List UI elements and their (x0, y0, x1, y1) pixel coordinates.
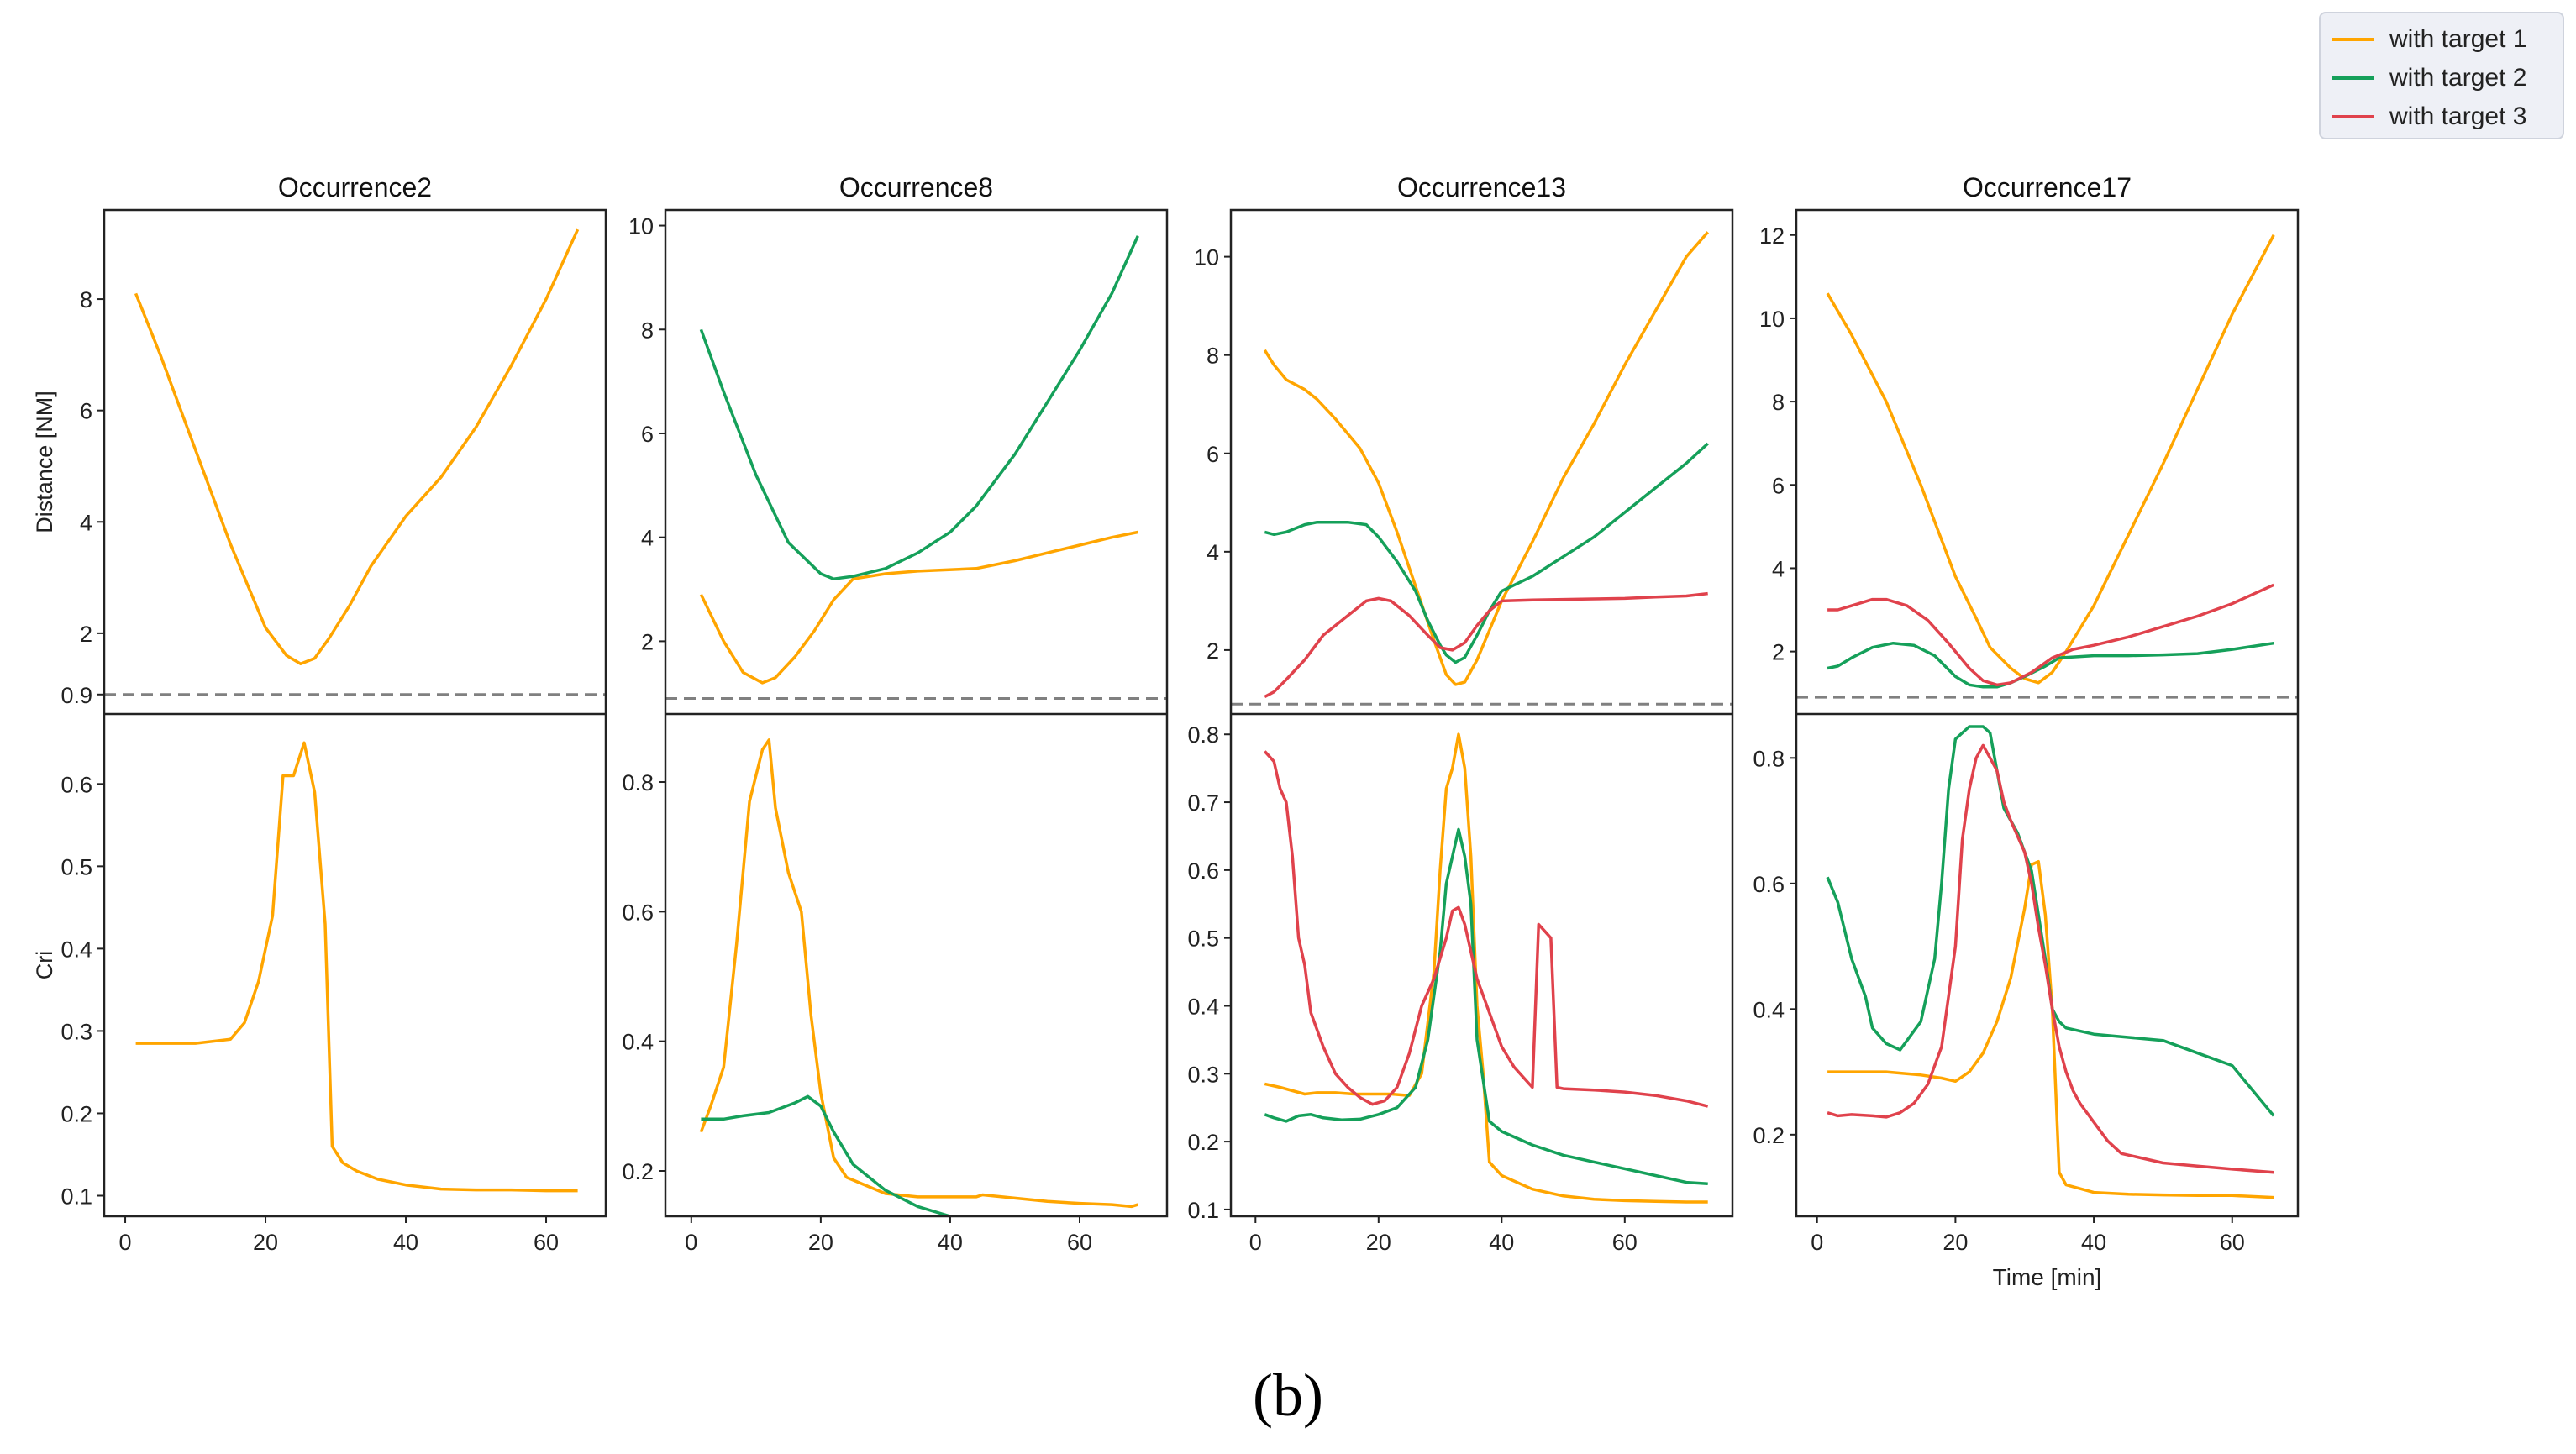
y-tick-label: 2 (641, 629, 654, 654)
y-tick-label: 12 (1759, 223, 1785, 249)
y-tick-label: 4 (80, 510, 92, 535)
y-tick-label: 0.4 (1187, 994, 1219, 1019)
x-tick-label: 0 (1249, 1230, 1262, 1255)
legend-label: with target 1 (2389, 25, 2527, 53)
series-line-with-target-2 (699, 235, 1139, 580)
y-tick-label: 2 (1207, 638, 1219, 664)
y-tick-label: 0.4 (60, 937, 92, 962)
series-line-with-target-2 (1826, 725, 2275, 1117)
subplot-title: Occurrence17 (1963, 172, 2132, 202)
x-tick-label: 0 (1811, 1230, 1823, 1255)
legend-entry: with target 3 (2332, 97, 2551, 136)
series-line-with-target-3 (1827, 743, 2274, 1174)
subplot-title: Occurrence13 (1397, 172, 1566, 202)
y-tick-label: 10 (1759, 307, 1785, 332)
series-line-with-target-1 (699, 738, 1138, 1209)
x-tick-label: 0 (119, 1230, 132, 1255)
y-tick-label: 0.5 (1187, 926, 1219, 952)
y-tick-label: 10 (628, 214, 654, 239)
y-tick-label: 0.3 (1187, 1062, 1219, 1087)
y-tick-label: 2 (1772, 640, 1785, 665)
x-tick-label: 60 (1067, 1230, 1092, 1255)
x-tick-label: 20 (808, 1230, 833, 1255)
series-line-with-target-2 (1827, 641, 2274, 689)
series-line-with-target-1 (134, 228, 580, 666)
y-tick-label: 0.7 (1187, 790, 1219, 816)
series-line-with-target-1 (1826, 234, 2275, 685)
y-tick-label: 0.9 (60, 683, 92, 708)
y-tick-label: 0.2 (60, 1101, 92, 1126)
y-tick-label: 0.6 (1187, 858, 1219, 884)
x-tick-label: 40 (2081, 1230, 2106, 1255)
y-tick-label: 0.1 (1187, 1198, 1219, 1223)
series-line-with-target-3 (1827, 583, 2274, 687)
series-line-with-target-3 (1264, 750, 1709, 1108)
y-tick-label: 4 (1772, 556, 1785, 581)
legend-entry: with target 2 (2332, 59, 2551, 97)
series-line-with-target-1 (1263, 231, 1710, 686)
figure-caption: (b) (1253, 1362, 1323, 1429)
y-tick-label: 6 (1772, 473, 1785, 498)
series-line-with-target-1 (135, 741, 578, 1193)
y-tick-label: 0.4 (1753, 997, 1785, 1022)
series-line-with-target-3 (1264, 591, 1708, 699)
y-tick-label: 6 (80, 399, 92, 424)
legend-label: with target 2 (2389, 64, 2527, 92)
subplot-title: Occurrence8 (839, 172, 993, 202)
y-tick-label: 4 (1207, 540, 1219, 565)
y-tick-label: 0.6 (60, 772, 92, 797)
series-line-with-target-1 (1264, 732, 1708, 1204)
y-tick-label: 0.6 (622, 900, 654, 925)
legend: with target 1 with target 2 with target … (2319, 12, 2564, 139)
series-line-with-target-2 (1264, 442, 1709, 664)
y-tick-label: 8 (1772, 390, 1785, 415)
x-tick-label: 60 (2220, 1230, 2245, 1255)
y-tick-label: 4 (641, 526, 654, 551)
y-tick-label: 0.4 (622, 1030, 654, 1055)
x-tick-label: 20 (253, 1230, 278, 1255)
x-tick-label: 20 (1943, 1230, 1968, 1255)
y-tick-label: 2 (80, 622, 92, 647)
y-tick-label: 6 (641, 422, 654, 447)
x-tick-label: 0 (685, 1230, 697, 1255)
y-axis-label: Distance [NM] (32, 391, 57, 533)
x-tick-label: 40 (1489, 1230, 1514, 1255)
y-tick-label: 8 (80, 287, 92, 312)
y-tick-label: 0.2 (622, 1159, 654, 1184)
legend-entry: with target 1 (2332, 20, 2551, 59)
series-line-with-target-2 (1264, 827, 1708, 1185)
y-tick-label: 0.8 (1753, 746, 1785, 771)
legend-swatch-icon (2332, 38, 2374, 41)
x-tick-label: 40 (393, 1230, 418, 1255)
y-tick-label: 0.3 (60, 1019, 92, 1044)
y-tick-label: 0.1 (60, 1184, 92, 1209)
y-tick-label: 8 (641, 318, 654, 343)
legend-swatch-icon (2332, 76, 2374, 80)
x-tick-label: 40 (938, 1230, 963, 1255)
subplot-title: Occurrence2 (278, 172, 432, 202)
y-tick-label: 0.5 (60, 854, 92, 879)
x-tick-label: 60 (534, 1230, 559, 1255)
legend-swatch-icon (2332, 115, 2374, 118)
y-tick-label: 0.8 (622, 770, 654, 795)
y-tick-label: 0.2 (1187, 1130, 1219, 1155)
legend-label: with target 3 (2389, 102, 2527, 130)
y-tick-label: 6 (1207, 442, 1219, 467)
series-line-with-target-2 (701, 1094, 965, 1216)
x-tick-label: 20 (1366, 1230, 1391, 1255)
series-line-with-target-1 (1827, 859, 2274, 1199)
y-axis-label: Cri (32, 951, 57, 980)
x-axis-label: Time [min] (1993, 1264, 2102, 1290)
series-line-with-target-1 (699, 530, 1138, 685)
x-tick-label: 60 (1612, 1230, 1638, 1255)
y-tick-label: 0.6 (1753, 872, 1785, 897)
y-tick-label: 8 (1207, 344, 1219, 369)
y-tick-label: 0.2 (1753, 1123, 1785, 1148)
y-tick-label: 10 (1194, 245, 1219, 270)
y-tick-label: 0.8 (1187, 722, 1219, 748)
